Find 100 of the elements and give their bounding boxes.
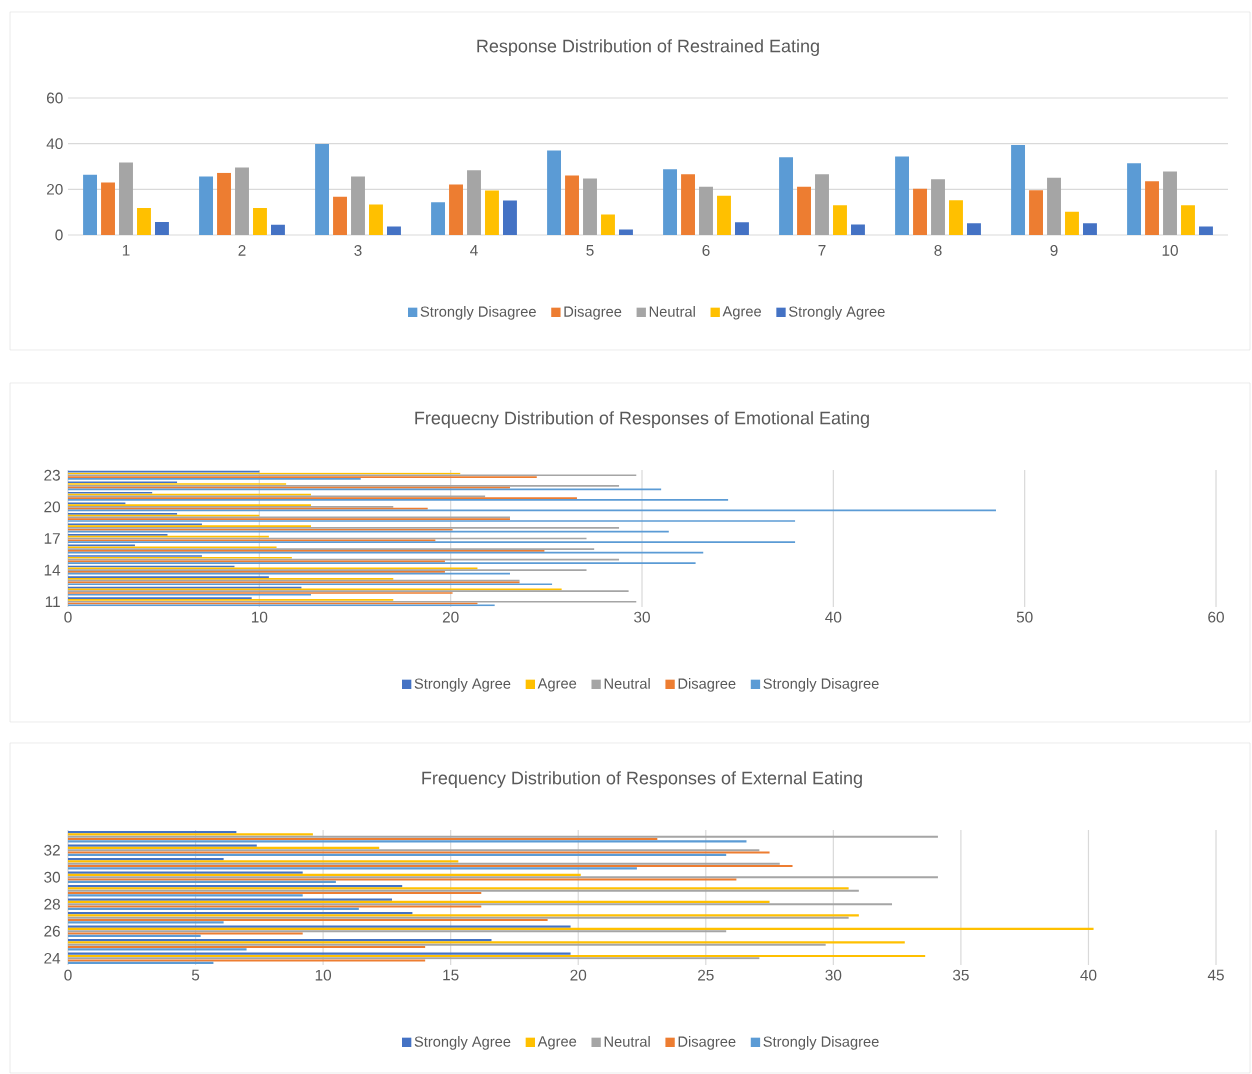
bar bbox=[619, 229, 633, 235]
bar bbox=[68, 961, 214, 964]
x-tick-label: 10 bbox=[315, 969, 332, 981]
bar bbox=[68, 862, 780, 865]
y-tick-label: 40 bbox=[46, 138, 63, 150]
bar bbox=[235, 167, 249, 235]
bar bbox=[217, 172, 231, 235]
bar bbox=[68, 900, 770, 904]
bar bbox=[68, 959, 426, 962]
x-tick-label: 7 bbox=[818, 245, 826, 256]
bar bbox=[68, 948, 247, 951]
bar bbox=[1163, 171, 1177, 235]
bar bbox=[601, 214, 615, 235]
bar bbox=[271, 224, 285, 235]
bar bbox=[68, 916, 849, 919]
bar bbox=[333, 196, 347, 235]
bar bbox=[68, 873, 581, 877]
bar bbox=[68, 914, 859, 917]
bar bbox=[68, 952, 571, 955]
bar bbox=[68, 925, 571, 928]
y-tick-label: 23 bbox=[44, 469, 60, 481]
bar bbox=[68, 927, 1094, 931]
bar bbox=[431, 202, 445, 235]
bar bbox=[815, 174, 829, 235]
bar bbox=[199, 176, 214, 235]
bar bbox=[119, 162, 133, 235]
bar bbox=[68, 833, 313, 836]
bar bbox=[68, 921, 224, 924]
bar bbox=[68, 939, 492, 942]
x-tick-label: 1 bbox=[122, 245, 130, 256]
x-tick-label: 60 bbox=[1208, 611, 1224, 623]
bar bbox=[68, 835, 938, 838]
bar bbox=[735, 222, 749, 235]
bar bbox=[155, 221, 169, 235]
x-tick-label: 5 bbox=[191, 969, 200, 981]
bar bbox=[699, 186, 713, 235]
bar bbox=[137, 208, 151, 235]
x-tick-label: 15 bbox=[443, 969, 459, 981]
bar bbox=[68, 885, 403, 888]
bar bbox=[68, 898, 392, 901]
bar bbox=[1181, 205, 1195, 235]
x-tick-label: 30 bbox=[825, 969, 842, 981]
bar bbox=[68, 844, 257, 847]
y-tick-label: 11 bbox=[45, 596, 60, 607]
bar bbox=[913, 188, 927, 235]
bar bbox=[1011, 145, 1026, 235]
bar bbox=[485, 190, 499, 235]
bar bbox=[717, 195, 731, 235]
bar bbox=[68, 918, 548, 922]
x-tick-label: 9 bbox=[1050, 245, 1058, 256]
bar bbox=[1199, 226, 1213, 235]
bar bbox=[68, 880, 336, 883]
bar bbox=[931, 179, 945, 235]
y-tick-label: 32 bbox=[44, 844, 60, 856]
bar bbox=[68, 867, 637, 870]
bar bbox=[967, 223, 981, 235]
bar bbox=[68, 840, 747, 843]
x-tick-label: 45 bbox=[1207, 969, 1224, 981]
bar bbox=[68, 860, 459, 863]
bar bbox=[315, 144, 330, 235]
y-tick-label: 24 bbox=[44, 952, 61, 964]
y-tick-label: 26 bbox=[44, 925, 60, 937]
bar bbox=[68, 934, 201, 937]
y-tick-label: 20 bbox=[47, 183, 63, 195]
x-tick-label: 4 bbox=[470, 245, 478, 256]
bar bbox=[369, 204, 383, 235]
y-tick-label: 0 bbox=[55, 229, 63, 241]
bar bbox=[68, 831, 237, 834]
bar bbox=[68, 837, 658, 841]
x-tick-label: 20 bbox=[442, 611, 459, 623]
bar bbox=[583, 178, 597, 235]
bar bbox=[68, 905, 482, 908]
bar bbox=[779, 157, 794, 235]
bar bbox=[68, 858, 224, 861]
bar bbox=[68, 871, 303, 874]
x-tick-label: 30 bbox=[634, 611, 650, 623]
bar bbox=[503, 200, 517, 235]
legend-label: Strongly Agree bbox=[789, 306, 885, 320]
bar bbox=[68, 851, 770, 854]
bar bbox=[387, 226, 401, 235]
bar bbox=[253, 208, 267, 235]
bar bbox=[68, 889, 859, 892]
legend-label: Agree bbox=[537, 1036, 577, 1050]
legend-label: Strongly Disagree bbox=[763, 1036, 879, 1050]
bar bbox=[1127, 163, 1142, 235]
bar bbox=[68, 932, 303, 935]
legend-label: Strongly Disagree bbox=[763, 678, 879, 692]
bar bbox=[68, 957, 760, 960]
x-tick-label: 6 bbox=[702, 245, 710, 256]
legend-label: Agree bbox=[722, 306, 762, 320]
bar bbox=[1083, 223, 1097, 235]
y-tick-label: 28 bbox=[44, 898, 60, 910]
legend-label: Neutral bbox=[649, 306, 695, 317]
bar bbox=[833, 205, 847, 235]
x-tick-label: 40 bbox=[1080, 969, 1097, 981]
x-tick-label: 0 bbox=[64, 969, 72, 981]
bar bbox=[68, 912, 413, 915]
legend-label: Strongly Agree bbox=[414, 678, 511, 692]
bar bbox=[547, 150, 561, 235]
bar bbox=[663, 169, 677, 235]
